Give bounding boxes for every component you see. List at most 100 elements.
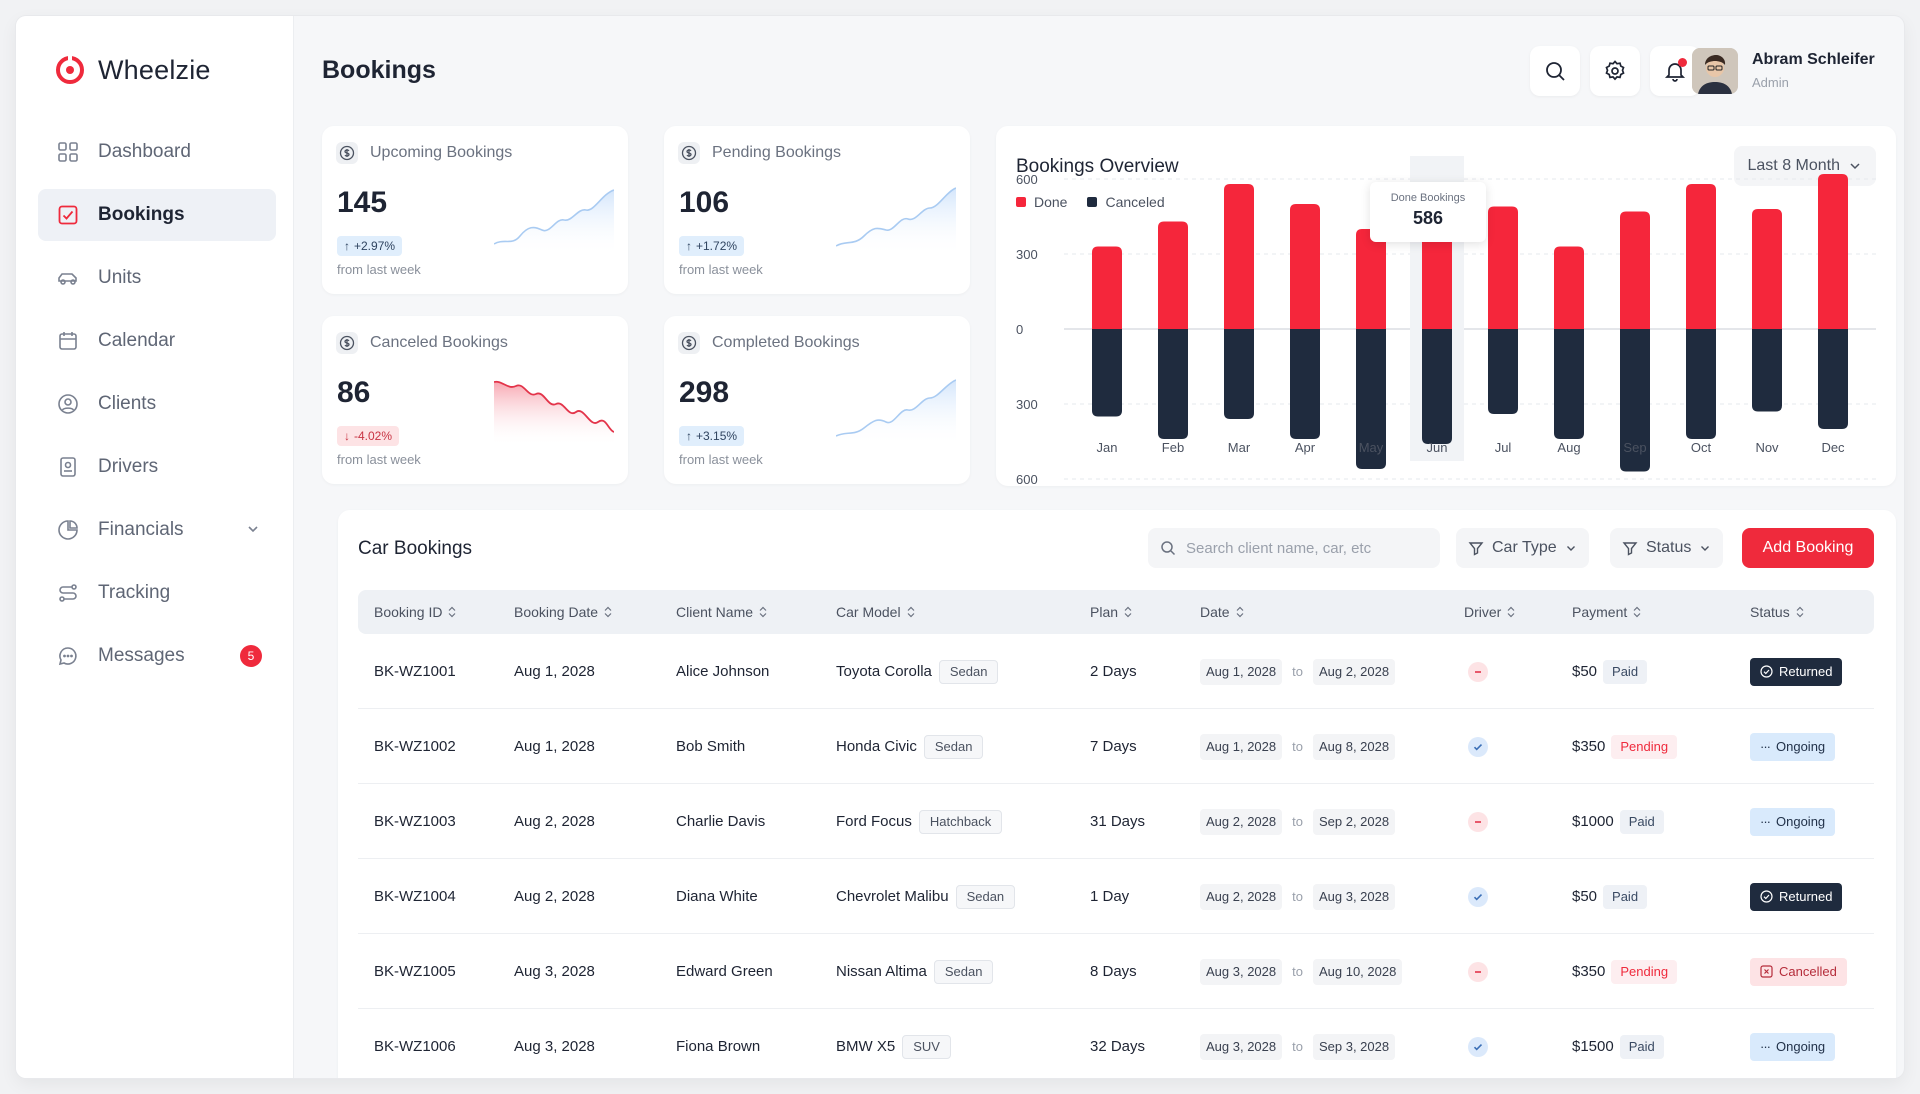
date-separator: to <box>1292 814 1303 829</box>
column-header[interactable]: Car Model <box>836 590 916 634</box>
sidebar-item-messages[interactable]: Messages 5 <box>38 630 276 682</box>
column-header[interactable]: Payment <box>1572 590 1642 634</box>
date-range: Aug 1, 2028 to Aug 8, 2028 <box>1200 709 1396 784</box>
app-window: Wheelzie Dashboard Bookings Units <box>16 16 1904 1078</box>
overview-title: Bookings Overview <box>1016 156 1179 177</box>
range-select[interactable]: Last 8 Month <box>1733 146 1876 186</box>
add-booking-button[interactable]: Add Booking <box>1742 528 1874 568</box>
x-tick-label: May <box>1359 440 1384 455</box>
table-title: Car Bookings <box>358 538 473 559</box>
stat-change-badge: ↓ -4.02% <box>337 426 400 446</box>
sidebar-item-label: Tracking <box>98 582 171 603</box>
bar-done-may[interactable] <box>1356 229 1386 329</box>
start-date: Aug 2, 2028 <box>1200 883 1283 910</box>
legend-item-done[interactable]: Done <box>1016 194 1067 210</box>
status-badge[interactable]: ··· Ongoing <box>1750 807 1836 836</box>
x-tick-label: Dec <box>1821 440 1845 455</box>
notifications-button[interactable] <box>1650 46 1700 96</box>
bar-done-nov[interactable] <box>1752 209 1782 329</box>
column-header[interactable]: Booking Date <box>514 590 613 634</box>
dollar-coin-icon <box>336 332 358 354</box>
brand[interactable]: Wheelzie <box>54 54 211 86</box>
column-header[interactable]: Booking ID <box>374 590 457 634</box>
date-range: Aug 3, 2028 to Sep 3, 2028 <box>1200 1009 1396 1078</box>
legend-item-canceled[interactable]: Canceled <box>1087 194 1165 210</box>
bookings-overview-card: Bookings Overview Last 8 Month Done Canc… <box>996 126 1896 486</box>
table-row[interactable]: BK-WZ1001 Aug 1, 2028 Alice Johnson Toyota … <box>358 634 1874 709</box>
booking-date: Aug 3, 2028 <box>514 1038 595 1055</box>
bar-canceled-may[interactable] <box>1356 329 1386 469</box>
bar-canceled-feb[interactable] <box>1158 329 1188 439</box>
sidebar-item-tracking[interactable]: Tracking <box>38 567 276 619</box>
sort-icon <box>759 606 767 618</box>
status-filter[interactable]: Status <box>1610 528 1724 568</box>
table-row[interactable]: BK-WZ1004 Aug 2, 2028 Diana White Chevrolet… <box>358 859 1874 934</box>
x-tick-label: Feb <box>1162 440 1184 455</box>
sidebar-item-drivers[interactable]: Drivers <box>38 441 276 493</box>
sidebar-item-dashboard[interactable]: Dashboard <box>38 126 276 178</box>
sidebar-item-clients[interactable]: Clients <box>38 378 276 430</box>
arrow-up-icon: ↑ <box>344 239 350 253</box>
table-row[interactable]: BK-WZ1002 Aug 1, 2028 Bob Smith Honda Civic… <box>358 709 1874 784</box>
bar-done-mar[interactable] <box>1224 184 1254 329</box>
stat-change-value: +2.97% <box>354 239 396 253</box>
table-row[interactable]: BK-WZ1006 Aug 3, 2028 Fiona Brown BMW X5 SUV… <box>358 1009 1874 1078</box>
column-header-label: Driver <box>1464 604 1502 620</box>
bar-done-sep[interactable] <box>1620 211 1650 330</box>
booking-id: BK-WZ1006 <box>374 1038 456 1055</box>
sidebar-item-label: Financials <box>98 519 184 540</box>
bar-done-jul[interactable] <box>1488 206 1518 330</box>
driver-cell <box>1468 859 1488 934</box>
bar-done-dec[interactable] <box>1818 174 1848 329</box>
booking-date: Aug 2, 2028 <box>514 813 595 830</box>
stat-change-badge: ↑ +1.72% <box>679 236 745 256</box>
end-date: Aug 2, 2028 <box>1312 658 1396 685</box>
bar-done-aug[interactable] <box>1554 246 1584 330</box>
status-label: Ongoing <box>1776 739 1826 754</box>
x-tick-label: Oct <box>1691 440 1712 455</box>
plan: 31 Days <box>1090 813 1146 830</box>
bar-canceled-mar[interactable] <box>1224 329 1254 419</box>
sidebar-item-financials[interactable]: Financials <box>38 504 276 556</box>
sidebar-item-bookings[interactable]: Bookings <box>38 189 276 241</box>
chevron-down-icon[interactable] <box>244 520 262 538</box>
column-header[interactable]: Date <box>1200 590 1245 634</box>
column-header[interactable]: Plan <box>1090 590 1133 634</box>
bar-canceled-sep[interactable] <box>1620 329 1650 472</box>
avatar[interactable] <box>1692 48 1738 94</box>
bar-canceled-nov[interactable] <box>1752 329 1782 412</box>
column-header[interactable]: Driver <box>1464 590 1516 634</box>
bar-canceled-jul[interactable] <box>1488 329 1518 414</box>
bar-done-oct[interactable] <box>1686 184 1716 329</box>
sidebar-item-calendar[interactable]: Calendar <box>38 315 276 367</box>
bar-canceled-dec[interactable] <box>1818 329 1848 429</box>
table-row[interactable]: BK-WZ1003 Aug 2, 2028 Charlie Davis Ford Fo… <box>358 784 1874 859</box>
status-badge[interactable]: ··· Ongoing <box>1750 732 1836 761</box>
bar-done-jan[interactable] <box>1092 246 1122 330</box>
bar-canceled-jun[interactable] <box>1422 329 1452 444</box>
bar-canceled-aug[interactable] <box>1554 329 1584 439</box>
table-row[interactable]: BK-WZ1005 Aug 3, 2028 Edward Green Nissan A… <box>358 934 1874 1009</box>
settings-button[interactable] <box>1590 46 1640 96</box>
bar-done-feb[interactable] <box>1158 221 1188 330</box>
status-badge[interactable]: Returned <box>1750 657 1843 686</box>
column-header[interactable]: Status <box>1750 590 1805 634</box>
search-button[interactable] <box>1530 46 1580 96</box>
bar-canceled-oct[interactable] <box>1686 329 1716 439</box>
booking-date: Aug 2, 2028 <box>514 888 595 905</box>
status-badge[interactable]: ··· Ongoing <box>1750 1032 1836 1061</box>
bar-canceled-jan[interactable] <box>1092 329 1122 417</box>
messages-count-badge: 5 <box>240 645 262 667</box>
bar-done-apr[interactable] <box>1290 204 1320 329</box>
car-type-chip: Sedan <box>923 734 984 759</box>
column-header[interactable]: Client Name <box>676 590 768 634</box>
car-type-filter[interactable]: Car Type <box>1456 528 1589 568</box>
driver-cell <box>1468 784 1488 859</box>
driver-cell <box>1468 1009 1488 1078</box>
sidebar-item-units[interactable]: Units <box>38 252 276 304</box>
bar-canceled-apr[interactable] <box>1290 329 1320 439</box>
status-badge[interactable]: Returned <box>1750 882 1843 911</box>
car-bookings-card: Car Bookings Car Type Status Add Booking… <box>338 510 1896 1078</box>
search-input[interactable] <box>1186 539 1426 557</box>
status-badge[interactable]: Cancelled <box>1750 957 1847 986</box>
